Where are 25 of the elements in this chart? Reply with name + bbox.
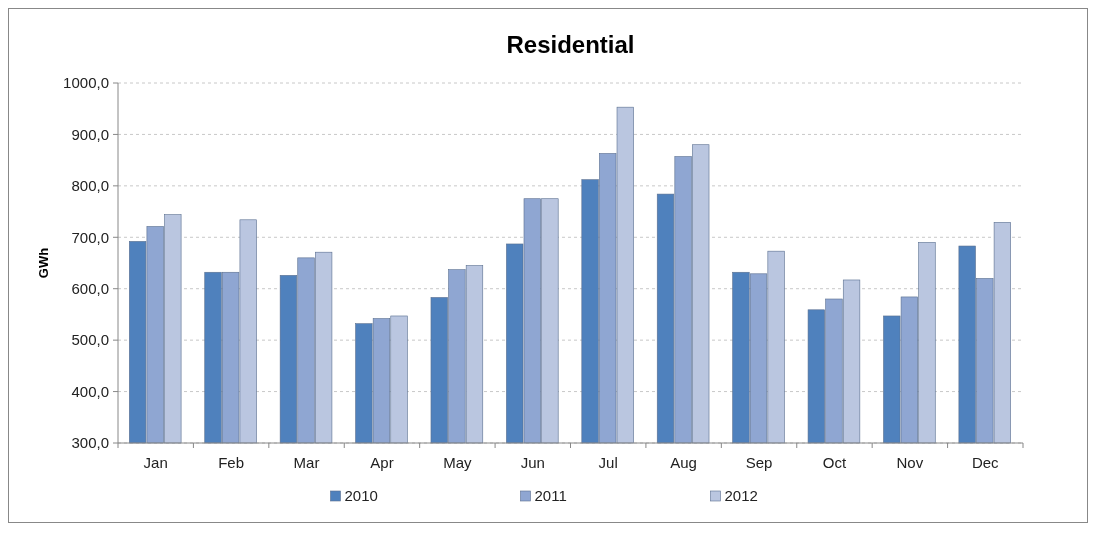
x-tick-label: Jul	[598, 454, 618, 471]
y-axis-title: GWh	[36, 247, 51, 279]
y-tick-label: 800,0	[71, 177, 109, 195]
x-tick-label: Jan	[143, 454, 168, 471]
y-tick-label: 700,0	[71, 228, 109, 246]
x-tick-label: Jun	[520, 454, 545, 471]
x-tick-label: Dec	[971, 454, 1000, 471]
x-tick-label: Apr	[370, 454, 394, 471]
legend-label: 2010	[344, 487, 378, 504]
x-tick-label: Sep	[745, 454, 773, 471]
y-tick-label: 300,0	[71, 434, 109, 452]
chart-title: Residential	[506, 31, 635, 58]
legend-label: 2011	[534, 487, 567, 504]
x-tick-label: May	[443, 454, 473, 471]
y-tick-label: 600,0	[71, 279, 109, 297]
x-tick-label: Mar	[293, 454, 320, 471]
x-tick-label: Aug	[670, 454, 697, 471]
y-tick-label: 400,0	[71, 382, 109, 400]
y-tick-label: 900,0	[71, 125, 109, 143]
legend-label: 2012	[724, 487, 758, 504]
x-tick-label: Nov	[896, 454, 924, 471]
y-tick-label: 1000,0	[63, 74, 109, 92]
y-tick-label: 500,0	[71, 331, 109, 349]
x-tick-label: Oct	[822, 454, 847, 471]
x-tick-label: Feb	[218, 454, 245, 471]
